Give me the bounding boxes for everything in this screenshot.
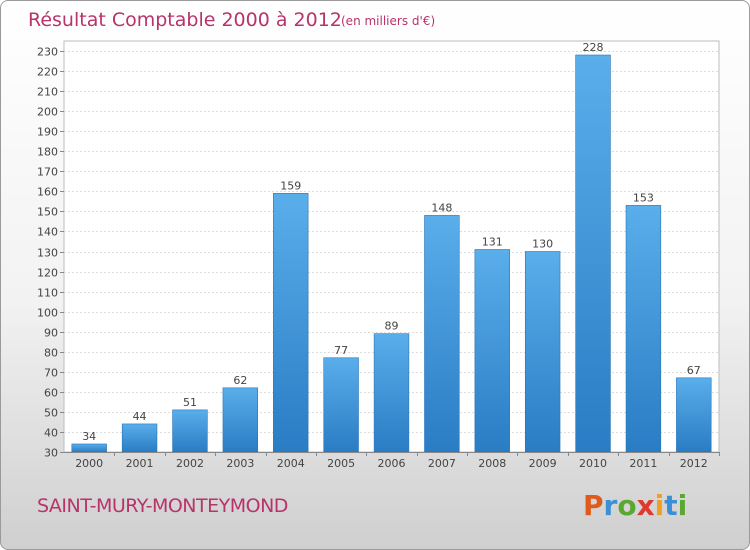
x-tick-label: 2002 [176,457,204,470]
data-label: 77 [334,344,348,357]
data-labels: 34 44 51 62 159 77 89 148 131 130 228 153 67 [82,41,701,443]
y-tick-label: 50 [44,407,58,420]
y-tick-label: 160 [37,186,58,199]
bar-2009 [524,251,561,453]
bars [71,54,712,453]
x-tick-label: 2008 [478,457,506,470]
bar-2010 [575,54,611,453]
commune-name: SAINT-MURY-MONTEYMOND [37,495,288,517]
bar-2007 [424,215,460,453]
x-tick-label: 2012 [680,457,708,470]
bar-2011 [625,205,662,453]
data-label: 62 [233,374,247,387]
y-tick-label: 230 [37,46,58,59]
data-label: 159 [280,179,301,192]
logo-letter: x [636,489,655,522]
y-tick-label: 180 [37,146,58,159]
logo-letter: r [603,489,618,522]
x-axis-ticks: 2000 2001 2002 2003 2004 2005 2006 2007 2008 2009… [75,452,720,470]
x-tick-label: 2005 [327,457,355,470]
data-label: 34 [82,430,96,443]
proxiti-logo: Proxiti [583,489,687,522]
logo-letter: o [617,489,637,522]
y-tick-label: 60 [44,387,58,400]
y-tick-label: 130 [37,247,58,260]
logo-letter: i [654,489,665,522]
bar-2003 [222,387,259,453]
data-label: 51 [183,396,197,409]
chart-subtitle: (en milliers d'€) [341,14,436,28]
y-tick-label: 190 [37,126,58,139]
x-tick-label: 2000 [75,457,103,470]
bar-2005 [323,357,359,453]
y-tick-label: 90 [44,327,58,340]
x-tick-label: 2011 [629,457,657,470]
x-tick-label: 2007 [428,457,456,470]
y-tick-label: 150 [37,206,58,219]
y-tick-label: 100 [37,307,58,320]
y-tick-label: 80 [44,347,58,360]
bar-2004 [273,193,309,453]
bar-2001 [121,423,158,453]
bar-2012 [676,377,712,453]
bar-2006 [373,333,410,453]
bar-2008 [474,249,510,453]
x-tick-label: 2010 [579,457,607,470]
data-label: 130 [532,238,553,251]
logo-letter: t [664,489,678,522]
logo-letter: i [677,489,688,522]
x-tick-label: 2006 [378,457,406,470]
y-tick-label: 110 [37,287,58,300]
y-tick-label: 220 [37,66,58,79]
data-label: 131 [482,235,503,248]
y-tick-label: 170 [37,166,58,179]
data-label: 228 [583,41,604,54]
chart-title: Résultat Comptable 2000 à 2012 [28,9,342,31]
bar-2000 [71,443,107,453]
x-tick-label: 2004 [277,457,305,470]
bar-2002 [172,409,208,453]
y-tick-label: 120 [37,267,58,280]
y-tick-label: 30 [44,447,58,460]
y-tick-label: 140 [37,226,58,239]
data-label: 44 [133,410,147,423]
x-tick-label: 2009 [529,457,557,470]
y-tick-label: 40 [44,427,58,440]
data-label: 67 [687,364,701,377]
data-label: 153 [633,191,654,204]
y-tick-label: 70 [44,367,58,380]
y-axis-ticks: 30 40 50 60 70 80 90 100 110 120 130 140 150 160 170 18… [37,46,64,460]
logo-letter: P [583,489,604,522]
y-tick-label: 210 [37,86,58,99]
data-label: 148 [431,201,452,214]
x-tick-label: 2001 [126,457,154,470]
x-tick-label: 2003 [226,457,254,470]
data-label: 89 [385,320,399,333]
y-tick-label: 200 [37,106,58,119]
